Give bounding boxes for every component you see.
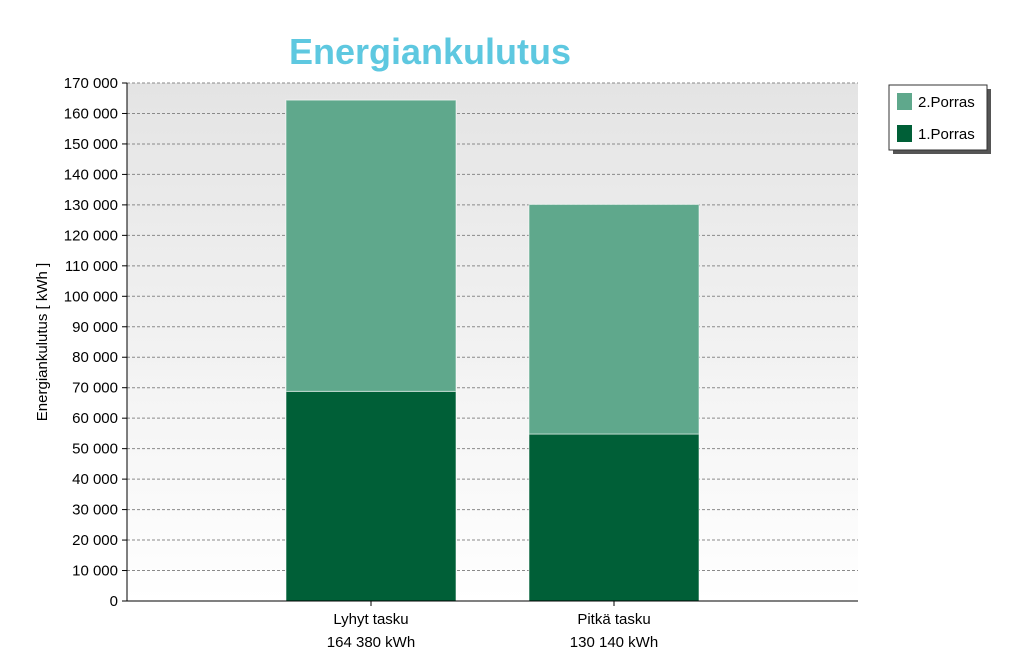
- legend-entry: 2.Porras: [918, 94, 975, 111]
- x-category-sublabel: 164 380 kWh: [327, 634, 415, 651]
- y-tick-labels: 0 10 000 20 000 30 000 40 000 50 000 60 000 70 …: [64, 75, 127, 610]
- y-tick-label: 150 000: [64, 136, 118, 153]
- y-tick-label: 40 000: [72, 471, 118, 488]
- y-tick-label: 60 000: [72, 410, 118, 427]
- legend-swatch: [897, 93, 912, 110]
- y-axis-label: Energiankulutus [ kWh ]: [34, 263, 51, 421]
- y-tick-label: 20 000: [72, 532, 118, 549]
- y-tick-label: 90 000: [72, 319, 118, 336]
- y-tick-label: 10 000: [72, 563, 118, 580]
- y-tick-label: 0: [110, 593, 118, 610]
- x-category-label: Pitkä tasku: [577, 611, 650, 628]
- bar-segment: [285, 99, 457, 392]
- x-category-sublabel: 130 140 kWh: [570, 634, 658, 651]
- gridlines: [127, 82, 858, 572]
- x-category-labels: Lyhyt tasku 164 380 kWh Pitkä tasku 130 140…: [327, 601, 658, 651]
- y-tick-label: 140 000: [64, 166, 118, 183]
- bars: [285, 99, 700, 602]
- bar-segment: [285, 390, 457, 602]
- y-tick-label: 70 000: [72, 380, 118, 397]
- y-tick-label: 160 000: [64, 105, 118, 122]
- y-tick-label: 130 000: [64, 197, 118, 214]
- bar-segment: [528, 203, 700, 435]
- y-tick-label: 50 000: [72, 441, 118, 458]
- legend-entry: 1.Porras: [918, 126, 975, 143]
- legend: 2.Porras 1.Porras: [888, 84, 991, 154]
- y-tick-label: 80 000: [72, 349, 118, 366]
- legend-swatch: [897, 125, 912, 142]
- y-tick-label: 30 000: [72, 502, 118, 519]
- chart-title: Energiankulutus: [289, 31, 571, 72]
- bar-segment: [528, 433, 700, 602]
- x-category-label: Lyhyt tasku: [333, 611, 408, 628]
- y-tick-label: 170 000: [64, 75, 118, 92]
- y-tick-label: 120 000: [64, 227, 118, 244]
- plot-area: [127, 83, 858, 601]
- y-tick-label: 100 000: [64, 288, 118, 305]
- y-tick-label: 110 000: [65, 258, 118, 275]
